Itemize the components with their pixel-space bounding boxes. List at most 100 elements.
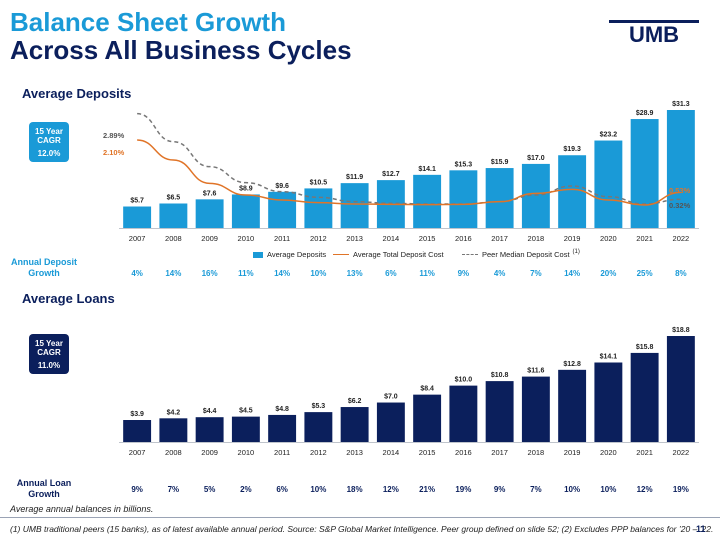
legend-line-swatch (333, 254, 349, 255)
deposits-tick-label-2020: 2020 (600, 234, 617, 243)
loans-bar-2018 (521, 376, 550, 442)
loans-bar-2007 (123, 420, 152, 442)
peer-start-label: 2.89% (103, 131, 125, 140)
page-number: 11 (696, 524, 706, 534)
loan-growth-label: Annual Loan Growth (16, 478, 72, 499)
legend-peer: Peer Median Deposit Cost (1) (462, 248, 580, 259)
legend-dashed-swatch (462, 254, 478, 255)
loans-bar-2008 (159, 418, 188, 442)
loans-tick-label-2021: 2021 (636, 448, 653, 457)
legend-deposits: Average Deposits (253, 250, 326, 259)
deposits-bar-2015 (413, 174, 442, 228)
deposits-tick-label-2018: 2018 (528, 234, 545, 243)
deposits-section-title: Average Deposits (22, 86, 132, 101)
cost-end-label: 0.53% (669, 186, 691, 195)
deposits-bar-2011 (268, 191, 297, 228)
deposits-tick-label-2014: 2014 (383, 234, 400, 243)
loans-bar-2010 (231, 416, 260, 442)
legend-bar-label: Average Deposits (267, 250, 327, 259)
loans-bar-2013 (340, 407, 369, 442)
loans-value-label-2013: $6.2 (348, 398, 362, 405)
deposits-growth-2013: 13% (347, 269, 363, 278)
loans-growth-2021: 12% (637, 485, 653, 494)
loans-growth-2014: 12% (383, 485, 399, 494)
deposits-value-label-2013: $11.9 (346, 174, 363, 181)
deposits-growth-2021: 25% (637, 269, 653, 278)
deposits-value-label-2015: $14.1 (418, 166, 436, 173)
loans-value-label-2008: $4.2 (167, 409, 181, 416)
legend-cost: Average Total Deposit Cost (333, 250, 444, 259)
footer-divider (0, 517, 720, 518)
deposits-cagr-value: 12.0% (37, 149, 61, 158)
deposits-value-label-2014: $12.7 (382, 171, 400, 178)
loans-section-title: Average Loans (22, 291, 115, 306)
loans-bar-2021 (630, 352, 659, 442)
deposits-value-label-2009: $7.6 (203, 190, 217, 197)
loans-cagr-label: 15 Year CAGR (35, 339, 63, 357)
deposits-growth-2009: 16% (202, 269, 218, 278)
deposits-bar-2020 (594, 140, 623, 228)
loans-bar-2012 (304, 412, 333, 442)
loans-growth-2011: 6% (276, 485, 288, 494)
deposits-tick-label-2021: 2021 (636, 234, 653, 243)
umb-logo: UMB (609, 20, 699, 44)
deposits-growth-2008: 14% (165, 269, 181, 278)
loans-tick-label-2010: 2010 (238, 448, 255, 457)
loans-growth-2015: 21% (419, 485, 435, 494)
loans-value-label-2014: $7.0 (384, 394, 398, 401)
deposits-growth-2019: 14% (564, 269, 580, 278)
legend-line-label: Average Total Deposit Cost (353, 250, 444, 259)
deposits-tick-label-2017: 2017 (491, 234, 508, 243)
deposits-cagr-label: 15 Year CAGR (35, 127, 63, 145)
deposits-value-label-2016: $15.3 (455, 161, 473, 168)
loans-growth-2009: 5% (204, 485, 216, 494)
loans-tick-label-2018: 2018 (528, 448, 545, 457)
deposits-value-label-2022: $31.3 (672, 101, 690, 108)
loans-bar-2015 (413, 394, 442, 442)
deposits-growth-2011: 14% (274, 269, 290, 278)
deposits-bar-2019 (558, 155, 587, 228)
loans-growth-2012: 10% (310, 485, 326, 494)
loans-growth-2016: 19% (455, 485, 471, 494)
loans-chart: $3.9 2007 9% $4.2 2008 7% $4.4 2009 5% $4.5 2010 2%… (119, 327, 699, 494)
loans-tick-label-2012: 2012 (310, 448, 327, 457)
deposits-tick-label-2016: 2016 (455, 234, 472, 243)
loans-bar-2017 (485, 381, 514, 442)
deposits-value-label-2012: $10.5 (310, 179, 328, 186)
peer-median-cost-line (137, 112, 681, 205)
loans-tick-label-2008: 2008 (165, 448, 182, 457)
loans-tick-label-2019: 2019 (564, 448, 581, 457)
deposits-value-label-2017: $15.9 (491, 159, 509, 166)
loans-value-label-2010: $4.5 (239, 408, 253, 415)
deposits-value-label-2007: $5.7 (130, 198, 144, 205)
loans-value-label-2020: $14.1 (600, 354, 618, 361)
deposits-bar-2007 (123, 206, 152, 228)
legend-dashed-sup: (1) (572, 248, 580, 255)
loans-value-label-2012: $5.3 (312, 403, 326, 410)
loans-value-label-2017: $10.8 (491, 372, 509, 379)
loans-tick-label-2011: 2011 (274, 448, 290, 457)
deposits-growth-2020: 20% (600, 269, 616, 278)
loans-bar-2019 (558, 369, 587, 442)
deposits-growth-2012: 10% (310, 269, 326, 278)
loans-bar-2009 (195, 417, 224, 442)
peer-end-label: 0.32% (669, 201, 691, 210)
loans-growth-2022: 19% (673, 485, 689, 494)
loans-value-label-2018: $11.6 (527, 368, 544, 375)
total-deposit-cost-line (137, 139, 681, 206)
deposits-growth-2014: 6% (385, 269, 397, 278)
deposits-bar-2018 (521, 163, 550, 228)
loans-tick-label-2013: 2013 (346, 448, 363, 457)
loans-growth-2013: 18% (347, 485, 363, 494)
deposits-tick-label-2010: 2010 (238, 234, 255, 243)
deposits-tick-label-2013: 2013 (346, 234, 363, 243)
deposits-tick-label-2022: 2022 (673, 234, 690, 243)
loans-bar-2011 (268, 414, 297, 442)
loans-value-label-2016: $10.0 (455, 377, 473, 384)
deposits-value-label-2020: $23.2 (600, 132, 618, 139)
loans-tick-label-2016: 2016 (455, 448, 472, 457)
loans-growth-2020: 10% (600, 485, 616, 494)
deposits-cagr-badge: 15 Year CAGR 12.0% (29, 122, 69, 162)
loans-tick-label-2020: 2020 (600, 448, 617, 457)
deposits-tick-label-2015: 2015 (419, 234, 436, 243)
